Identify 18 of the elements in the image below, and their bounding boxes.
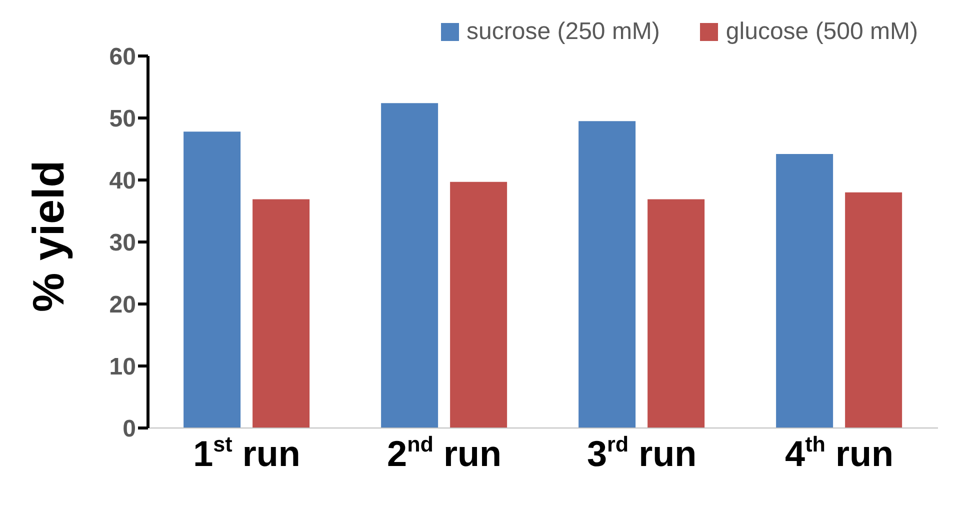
- bar: [776, 154, 834, 428]
- bar: [381, 103, 438, 428]
- bar: [450, 182, 508, 428]
- y-tick-label: 30: [109, 230, 136, 257]
- bar: [184, 132, 241, 428]
- y-tick-label: 40: [109, 168, 136, 195]
- bar: [845, 192, 902, 428]
- bar: [252, 199, 310, 428]
- y-tick-label: 20: [109, 292, 136, 319]
- legend-label: sucrose (250 mM): [466, 18, 660, 46]
- y-tick-label: 50: [109, 106, 136, 133]
- y-axis-title: % yield: [24, 160, 74, 312]
- legend-label: glucose (500 mM): [724, 18, 918, 46]
- y-tick-label: 10: [109, 354, 136, 381]
- y-tick-label: 0: [122, 416, 136, 443]
- bar: [578, 121, 636, 428]
- bar: [648, 199, 705, 428]
- y-tick-label: 60: [109, 44, 136, 71]
